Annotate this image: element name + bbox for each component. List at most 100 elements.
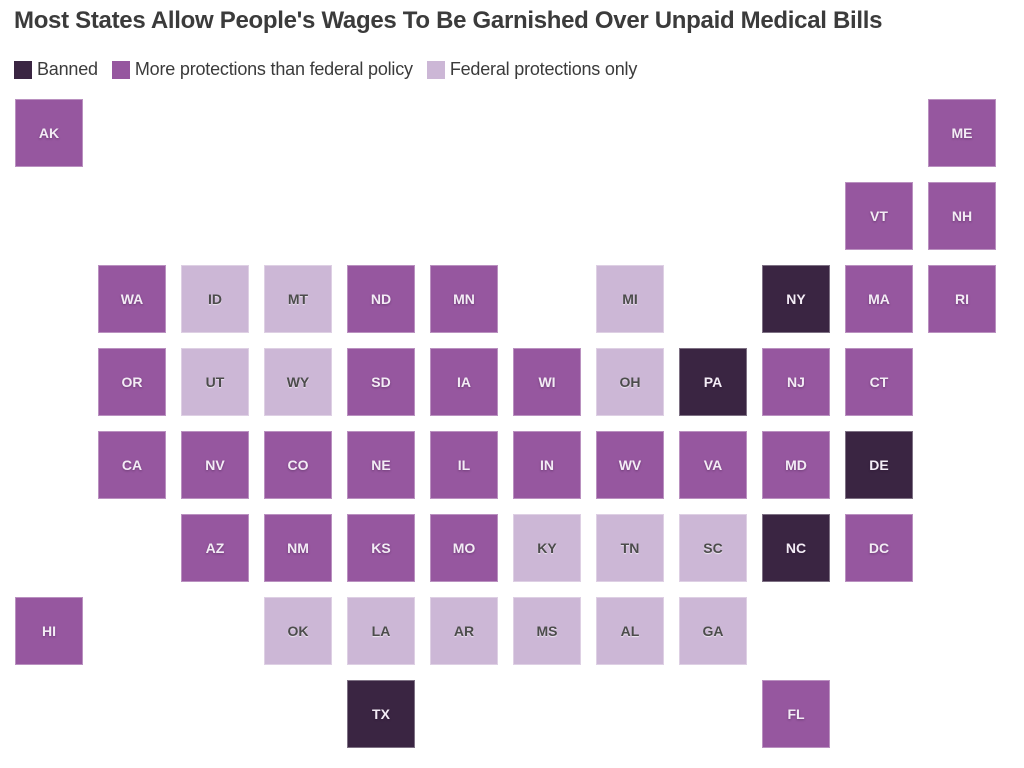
- state-label-TN: TN: [620, 540, 640, 556]
- state-tile-MD[interactable]: MD: [762, 431, 830, 499]
- state-label-AL: AL: [620, 623, 640, 639]
- state-label-NY: NY: [786, 291, 806, 307]
- state-tile-TX[interactable]: TX: [347, 680, 415, 748]
- state-tile-ID[interactable]: ID: [181, 265, 249, 333]
- state-label-MI: MI: [622, 291, 638, 307]
- state-label-WI: WI: [538, 374, 556, 390]
- state-label-MT: MT: [287, 291, 309, 307]
- state-label-NM: NM: [287, 540, 309, 556]
- state-label-KY: KY: [537, 540, 557, 556]
- legend-item-banned: Banned: [14, 59, 98, 80]
- state-tile-CO[interactable]: CO: [264, 431, 332, 499]
- state-tile-PA[interactable]: PA: [679, 348, 747, 416]
- state-tile-CT[interactable]: CT: [845, 348, 913, 416]
- state-tile-IN[interactable]: IN: [513, 431, 581, 499]
- state-tile-LA[interactable]: LA: [347, 597, 415, 665]
- state-label-HI: HI: [42, 623, 56, 639]
- state-label-VA: VA: [703, 457, 723, 473]
- state-tile-ND[interactable]: ND: [347, 265, 415, 333]
- state-label-SD: SD: [371, 374, 391, 390]
- state-label-AR: AR: [453, 623, 475, 639]
- legend: Banned More protections than federal poli…: [14, 59, 637, 80]
- state-label-VT: VT: [870, 208, 888, 224]
- state-tile-NM[interactable]: NM: [264, 514, 332, 582]
- state-label-GA: GA: [702, 623, 724, 639]
- state-tile-AR[interactable]: AR: [430, 597, 498, 665]
- state-tile-MO[interactable]: MO: [430, 514, 498, 582]
- state-tile-MT[interactable]: MT: [264, 265, 332, 333]
- state-label-NC: NC: [785, 540, 807, 556]
- state-label-NE: NE: [371, 457, 391, 473]
- state-tile-NE[interactable]: NE: [347, 431, 415, 499]
- state-tile-NJ[interactable]: NJ: [762, 348, 830, 416]
- state-tile-WA[interactable]: WA: [98, 265, 166, 333]
- state-label-OK: OK: [287, 623, 309, 639]
- state-tile-MS[interactable]: MS: [513, 597, 581, 665]
- state-tile-AZ[interactable]: AZ: [181, 514, 249, 582]
- state-tile-CA[interactable]: CA: [98, 431, 166, 499]
- state-tile-GA[interactable]: GA: [679, 597, 747, 665]
- state-label-NV: NV: [205, 457, 225, 473]
- state-tile-KY[interactable]: KY: [513, 514, 581, 582]
- state-tile-KS[interactable]: KS: [347, 514, 415, 582]
- state-tile-NV[interactable]: NV: [181, 431, 249, 499]
- state-tile-VT[interactable]: VT: [845, 182, 913, 250]
- state-label-MS: MS: [536, 623, 558, 639]
- state-tile-AL[interactable]: AL: [596, 597, 664, 665]
- legend-swatch-federal: [426, 60, 445, 79]
- state-tile-WY[interactable]: WY: [264, 348, 332, 416]
- state-label-AZ: AZ: [205, 540, 225, 556]
- state-tile-HI[interactable]: HI: [15, 597, 83, 665]
- state-tile-RI[interactable]: RI: [928, 265, 996, 333]
- state-label-NH: NH: [951, 208, 973, 224]
- chart-title: Most States Allow People's Wages To Be G…: [14, 7, 883, 34]
- state-label-TX: TX: [372, 706, 390, 722]
- state-label-DE: DE: [869, 457, 889, 473]
- state-label-WA: WA: [120, 291, 144, 307]
- state-label-CA: CA: [121, 457, 143, 473]
- state-tile-OK[interactable]: OK: [264, 597, 332, 665]
- state-label-NJ: NJ: [787, 374, 805, 390]
- state-tile-AK[interactable]: AK: [15, 99, 83, 167]
- state-tile-FL[interactable]: FL: [762, 680, 830, 748]
- state-label-ME: ME: [951, 125, 973, 141]
- state-tile-WI[interactable]: WI: [513, 348, 581, 416]
- state-tile-NC[interactable]: NC: [762, 514, 830, 582]
- state-tile-MI[interactable]: MI: [596, 265, 664, 333]
- legend-item-federal: Federal protections only: [426, 59, 638, 80]
- state-tile-IL[interactable]: IL: [430, 431, 498, 499]
- state-label-UT: UT: [205, 374, 225, 390]
- state-label-IA: IA: [457, 374, 471, 390]
- state-label-DC: DC: [868, 540, 890, 556]
- state-tile-VA[interactable]: VA: [679, 431, 747, 499]
- state-tile-DC[interactable]: DC: [845, 514, 913, 582]
- state-label-PA: PA: [703, 374, 723, 390]
- state-tile-OH[interactable]: OH: [596, 348, 664, 416]
- state-tile-ME[interactable]: ME: [928, 99, 996, 167]
- state-tile-TN[interactable]: TN: [596, 514, 664, 582]
- legend-swatch-banned: [14, 60, 32, 79]
- state-label-CT: CT: [869, 374, 889, 390]
- state-label-WY: WY: [286, 374, 310, 390]
- state-tile-WV[interactable]: WV: [596, 431, 664, 499]
- state-label-AK: AK: [38, 125, 60, 141]
- state-tile-DE[interactable]: DE: [845, 431, 913, 499]
- state-tile-UT[interactable]: UT: [181, 348, 249, 416]
- state-label-SC: SC: [703, 540, 723, 556]
- legend-label-federal: Federal protections only: [449, 59, 638, 79]
- state-tile-OR[interactable]: OR: [98, 348, 166, 416]
- state-tile-MA[interactable]: MA: [845, 265, 913, 333]
- legend-label-banned: Banned: [37, 59, 98, 79]
- state-label-ID: ID: [208, 291, 222, 307]
- state-label-WV: WV: [618, 457, 642, 473]
- state-label-MD: MD: [785, 457, 807, 473]
- state-label-LA: LA: [371, 623, 391, 639]
- state-label-MO: MO: [452, 540, 476, 556]
- state-tile-SD[interactable]: SD: [347, 348, 415, 416]
- state-tile-NH[interactable]: NH: [928, 182, 996, 250]
- state-tile-IA[interactable]: IA: [430, 348, 498, 416]
- state-tile-SC[interactable]: SC: [679, 514, 747, 582]
- state-tile-MN[interactable]: MN: [430, 265, 498, 333]
- state-tile-NY[interactable]: NY: [762, 265, 830, 333]
